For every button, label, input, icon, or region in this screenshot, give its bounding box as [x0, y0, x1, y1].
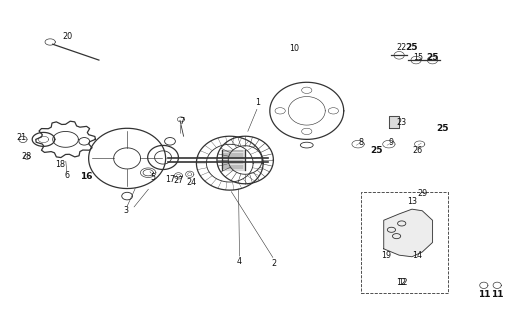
Text: 28: 28: [21, 152, 31, 161]
Text: 13: 13: [407, 197, 417, 206]
Text: 9: 9: [389, 138, 394, 147]
Text: 1: 1: [255, 99, 261, 108]
Text: 3: 3: [124, 206, 128, 215]
Text: 27: 27: [174, 176, 184, 185]
Text: 15: 15: [413, 53, 423, 62]
Text: 7: 7: [180, 117, 185, 126]
Text: 14: 14: [412, 251, 422, 260]
Text: 5: 5: [150, 173, 155, 182]
Bar: [361, 192, 448, 293]
Text: 2: 2: [272, 259, 277, 268]
Text: 8: 8: [358, 138, 363, 147]
Text: 20: 20: [62, 32, 72, 41]
Text: 25: 25: [437, 124, 449, 133]
Text: 11: 11: [491, 290, 504, 299]
Text: 18: 18: [55, 160, 66, 169]
Text: 29: 29: [417, 189, 427, 198]
Ellipse shape: [79, 138, 90, 145]
Text: 25: 25: [406, 43, 418, 52]
Ellipse shape: [122, 192, 133, 200]
Polygon shape: [389, 116, 399, 128]
Text: 17: 17: [165, 175, 175, 184]
Text: 26: 26: [412, 146, 422, 155]
Ellipse shape: [165, 138, 175, 145]
Polygon shape: [384, 209, 432, 257]
Text: 6: 6: [64, 172, 70, 180]
Text: 24: 24: [186, 178, 197, 187]
Text: 19: 19: [381, 251, 391, 260]
Text: 4: 4: [237, 257, 242, 266]
Text: 23: 23: [397, 118, 407, 127]
Text: 16: 16: [80, 172, 92, 181]
Text: 22: 22: [397, 43, 407, 52]
Text: 12: 12: [398, 278, 408, 287]
Text: 25: 25: [370, 146, 382, 155]
Text: 10: 10: [289, 44, 299, 53]
Text: 12: 12: [397, 278, 407, 287]
Text: 25: 25: [426, 53, 439, 62]
Text: 11: 11: [478, 290, 490, 299]
Text: 21: 21: [17, 133, 27, 142]
